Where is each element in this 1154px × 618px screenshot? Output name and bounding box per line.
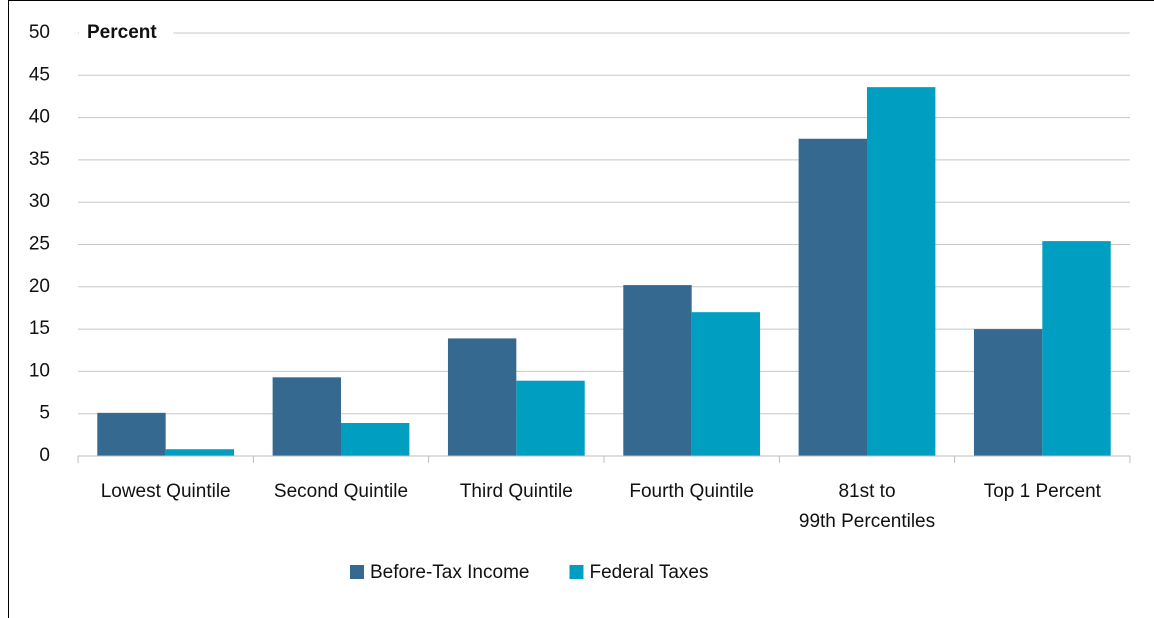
y-tick-label: 40 — [29, 107, 50, 128]
bar — [867, 87, 936, 457]
bar — [447, 338, 517, 456]
bar — [1042, 241, 1111, 456]
legend-swatch — [350, 565, 364, 579]
x-tick-label: Third Quintile — [460, 481, 573, 502]
legend-label: Before-Tax Income — [370, 562, 529, 583]
bar — [798, 138, 867, 456]
x-tick-label: Second Quintile — [274, 481, 408, 502]
x-tick-label: Fourth Quintile — [629, 481, 754, 502]
y-tick-label: 5 — [39, 403, 50, 424]
bar — [341, 423, 410, 456]
bar — [97, 412, 166, 456]
x-tick-label: Top 1 Percent — [984, 481, 1102, 502]
y-tick-label: 20 — [29, 276, 50, 297]
x-tick-label: Lowest Quintile — [101, 481, 231, 502]
bar — [272, 377, 341, 456]
y-tick-label: 10 — [29, 360, 50, 381]
y-tick-label: 45 — [29, 64, 50, 85]
y-axis-label: Percent — [87, 22, 157, 43]
label-background — [79, 22, 174, 44]
legend-label: Federal Taxes — [589, 562, 708, 583]
y-tick-label: 30 — [29, 191, 50, 212]
bar — [973, 329, 1043, 456]
y-tick-label: 0 — [39, 445, 50, 466]
bar — [516, 380, 585, 456]
frame — [8, 0, 1154, 618]
bar — [165, 449, 235, 456]
y-tick-label: 35 — [29, 149, 50, 170]
legend-swatch — [569, 565, 584, 579]
y-tick-label: 50 — [29, 22, 50, 43]
bar — [623, 285, 692, 456]
bar — [691, 312, 761, 456]
y-tick-label: 15 — [29, 318, 50, 339]
x-tick-label: 81st to 99th Percentiles — [799, 481, 935, 532]
y-tick-label: 25 — [29, 234, 50, 255]
